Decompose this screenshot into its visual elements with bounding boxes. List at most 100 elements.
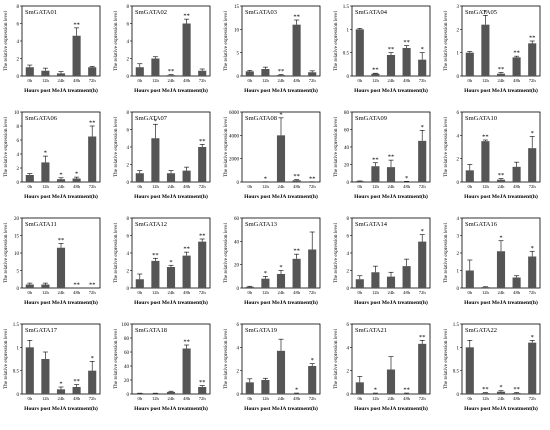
bar <box>387 277 395 288</box>
y-tick-label: 2 <box>127 164 130 169</box>
y-axis-label: The relative expression level <box>443 117 449 177</box>
x-axis-label: Hours post MeJA treatment(h) <box>24 87 98 94</box>
x-tick-label: 12h <box>42 290 50 295</box>
y-tick-label: 6 <box>347 235 350 240</box>
bar <box>136 279 144 288</box>
x-tick-label: 0h <box>138 78 143 83</box>
significance-mark: * <box>311 357 314 364</box>
y-tick-label: 0 <box>457 181 460 186</box>
x-tick-label: 48h <box>403 396 411 401</box>
y-tick-label: 0 <box>347 393 350 398</box>
y-tick-label: 0.5 <box>453 370 460 375</box>
y-tick-label: 8 <box>17 125 20 130</box>
y-axis-label: The relative expression level <box>443 223 449 283</box>
y-axis-label: The relative expression level <box>333 117 339 177</box>
significance-mark: * <box>44 150 47 157</box>
x-tick-label: 0h <box>138 396 143 401</box>
x-tick-label: 24h <box>278 396 286 401</box>
x-tick-label: 12h <box>482 290 490 295</box>
x-tick-label: 0h <box>358 78 363 83</box>
significance-mark: * <box>264 270 267 277</box>
significance-mark: ** <box>168 68 175 75</box>
chart-title: SmGATA10 <box>465 115 497 122</box>
y-tick-label: 4 <box>17 40 20 45</box>
significance-mark: * <box>374 387 377 394</box>
bar <box>418 60 426 76</box>
x-tick-label: 0h <box>138 184 143 189</box>
x-axis-label: Hours post MeJA treatment(h) <box>24 299 98 306</box>
bar <box>466 53 474 76</box>
x-axis-label: Hours post MeJA treatment(h) <box>354 193 428 200</box>
x-tick-label: 24h <box>58 396 66 401</box>
x-tick-label: 12h <box>482 78 490 83</box>
bar <box>308 250 316 289</box>
y-tick-label: 6 <box>347 323 350 328</box>
bar <box>403 266 411 288</box>
y-tick-label: 0 <box>457 393 460 398</box>
bar <box>136 67 144 76</box>
x-tick-label: 24h <box>278 290 286 295</box>
y-tick-label: 2 <box>347 270 350 275</box>
bar <box>151 59 159 77</box>
y-tick-label: 10 <box>234 28 240 33</box>
y-tick-label: 20 <box>344 164 350 169</box>
y-tick-label: 4 <box>457 134 460 139</box>
x-tick-label: 72h <box>419 78 427 83</box>
y-tick-label: 0 <box>347 181 350 186</box>
x-tick-label: 0h <box>28 78 33 83</box>
x-tick-label: 12h <box>372 184 380 189</box>
bar <box>356 382 364 394</box>
x-tick-label: 48h <box>293 78 301 83</box>
bar <box>497 74 505 76</box>
y-axis-label: The relative expression level <box>113 223 119 283</box>
x-tick-label: 72h <box>529 184 537 189</box>
x-tick-label: 0h <box>248 290 253 295</box>
y-tick-label: 4 <box>17 153 20 158</box>
bar <box>497 180 505 182</box>
bar <box>26 285 34 289</box>
bar <box>513 278 521 289</box>
x-tick-label: 72h <box>89 290 97 295</box>
bar <box>497 251 505 288</box>
significance-mark: ** <box>309 175 316 182</box>
y-tick-label: 40 <box>344 146 350 151</box>
x-tick-label: 0h <box>28 396 33 401</box>
y-tick-label: 0 <box>127 75 130 80</box>
significance-mark: ** <box>372 67 379 74</box>
y-tick-label: 60 <box>344 129 350 134</box>
significance-mark: ** <box>199 379 206 386</box>
y-tick-label: 0 <box>457 75 460 80</box>
y-axis-label: The relative expression level <box>223 223 229 283</box>
bar <box>151 138 159 182</box>
bar <box>57 73 65 76</box>
significance-mark: ** <box>419 334 426 341</box>
bar <box>387 167 395 182</box>
chart-title: SmGATA01 <box>25 9 57 16</box>
x-tick-label: 24h <box>168 78 176 83</box>
bar <box>261 279 269 288</box>
x-axis-label: Hours post MeJA treatment(h) <box>464 193 538 200</box>
x-tick-label: 0h <box>248 78 253 83</box>
bar <box>308 366 316 394</box>
significance-mark: * <box>499 384 502 391</box>
x-tick-label: 72h <box>199 290 207 295</box>
significance-mark: * <box>499 234 502 241</box>
x-tick-label: 12h <box>262 396 270 401</box>
x-axis-label: Hours post MeJA treatment(h) <box>244 193 318 200</box>
y-tick-label: 2 <box>237 370 240 375</box>
significance-mark: ** <box>388 154 395 161</box>
y-tick-label: 8 <box>17 5 20 10</box>
significance-mark: * <box>169 259 172 266</box>
y-axis-label: The relative expression level <box>3 11 9 71</box>
y-tick-label: 1.5 <box>343 5 350 10</box>
significance-mark: * <box>279 111 282 118</box>
